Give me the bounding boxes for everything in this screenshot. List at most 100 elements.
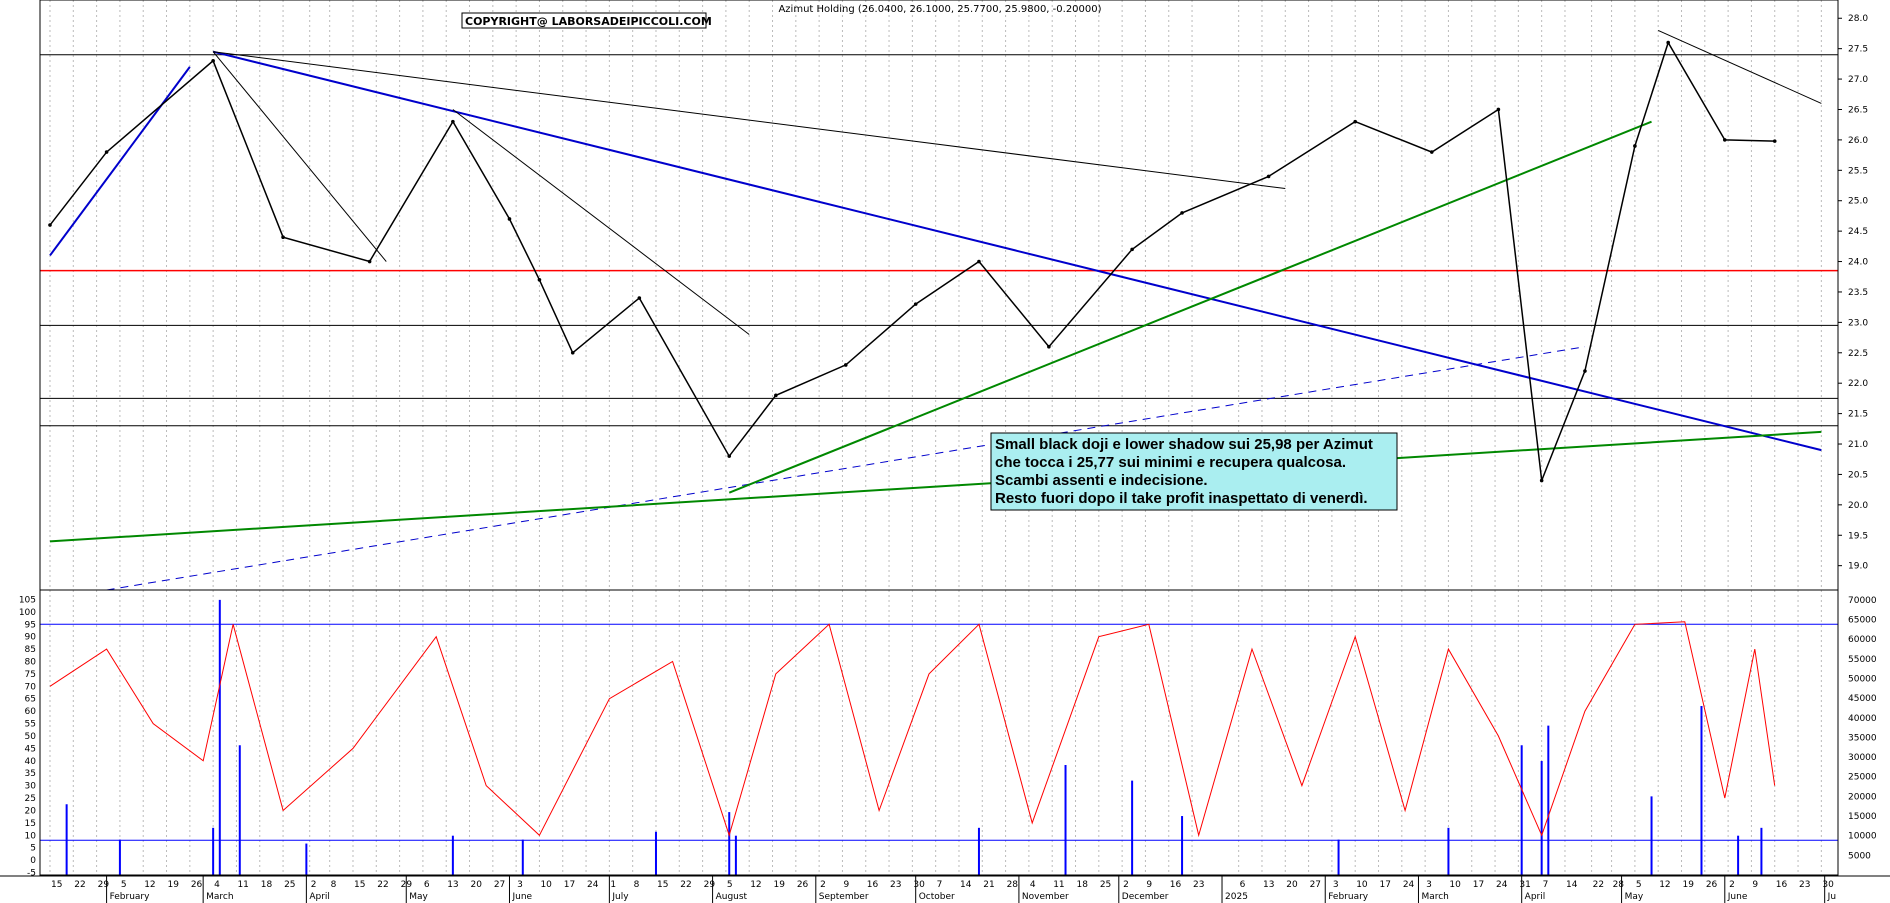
chart-title: Azimut Holding (26.0400, 26.1000, 25.770… <box>778 4 1101 15</box>
x-day-tick: 15 <box>354 880 365 890</box>
price-point <box>1353 119 1358 124</box>
plot-frame <box>39 0 1839 876</box>
price-point <box>727 454 732 458</box>
stoch-ytick-label: 25 <box>25 794 36 804</box>
x-day-tick: 23 <box>890 880 901 890</box>
stoch-ytick-label: 70 <box>25 682 37 692</box>
price-point <box>637 296 642 300</box>
price-ytick-label: 26.5 <box>1848 105 1868 115</box>
stoch-ytick-label: 100 <box>19 608 36 618</box>
x-day-tick: 2 <box>1729 880 1735 890</box>
price-point <box>977 259 981 264</box>
x-day-tick: 25 <box>284 880 295 890</box>
x-day-tick: 20 <box>471 880 483 890</box>
x-day-tick: 12 <box>1659 880 1670 890</box>
x-day-tick: 17 <box>1473 880 1484 890</box>
x-month-tick: November <box>1022 892 1069 902</box>
x-day-tick: 3 <box>1333 880 1339 890</box>
x-day-tick: 24 <box>587 880 599 890</box>
x-month-tick: March <box>206 892 233 902</box>
x-day-tick: 24 <box>1403 880 1415 890</box>
stoch-ytick-label: 5 <box>30 844 36 854</box>
x-day-tick: 12 <box>144 880 155 890</box>
stoch-ytick-label: 45 <box>25 744 36 754</box>
price-point <box>281 235 285 240</box>
trendline <box>106 346 1586 591</box>
volume-ytick-label: 35000 <box>1848 733 1877 743</box>
x-day-tick: 22 <box>1593 880 1604 890</box>
volume-ytick-label: 45000 <box>1848 694 1877 704</box>
x-day-tick: 7 <box>1543 880 1549 890</box>
x-day-tick: 28 <box>1613 880 1625 890</box>
x-day-tick: 16 <box>1170 880 1182 890</box>
trendline <box>1657 29 1822 104</box>
x-day-tick: 16 <box>867 880 879 890</box>
x-day-tick: 6 <box>424 880 430 890</box>
price-series <box>48 40 1777 483</box>
stoch-ytick-label: 80 <box>25 658 37 668</box>
price-ytick-label: 21.0 <box>1848 440 1868 450</box>
x-day-tick: 20 <box>1286 880 1298 890</box>
x-day-tick: 5 <box>121 880 127 890</box>
price-ytick-label: 27.0 <box>1848 75 1868 85</box>
price-ytick-label: 25.0 <box>1848 197 1868 207</box>
x-day-tick: 25 <box>1100 880 1111 890</box>
price-point <box>211 59 215 63</box>
trendline <box>452 109 750 335</box>
stoch-ytick-label: 55 <box>25 720 36 730</box>
x-day-tick: 19 <box>774 880 786 890</box>
x-day-tick: 24 <box>1496 880 1508 890</box>
x-month-tick: September <box>819 892 869 902</box>
x-day-tick: 9 <box>1146 880 1152 890</box>
annotation-line-2: che tocca i 25,77 sui minimi e recupera … <box>995 454 1346 471</box>
x-day-tick: 13 <box>1263 880 1274 890</box>
price-ytick-label: 24.0 <box>1848 258 1868 268</box>
trendlines <box>49 29 1822 591</box>
x-day-tick: 5 <box>1636 880 1642 890</box>
price-point <box>48 223 52 227</box>
x-day-tick: 3 <box>517 880 523 890</box>
x-day-tick: 22 <box>377 880 388 890</box>
price-point <box>1772 139 1777 143</box>
x-day-tick: 22 <box>74 880 85 890</box>
price-point <box>1496 107 1501 112</box>
x-day-tick: 8 <box>634 880 640 890</box>
x-day-tick: 26 <box>1706 880 1718 890</box>
x-day-tick: 12 <box>750 880 761 890</box>
x-day-tick: 29 <box>704 880 716 890</box>
price-ytick-label: 19.5 <box>1848 531 1868 541</box>
volume-ytick-label: 5000 <box>1848 851 1871 861</box>
x-month-tick: February <box>110 892 151 902</box>
x-day-tick: 22 <box>680 880 691 890</box>
stoch-ytick-label: 60 <box>25 707 37 717</box>
x-month-tick: June <box>511 892 532 902</box>
volume-ytick-label: 60000 <box>1848 635 1877 645</box>
x-day-tick: 17 <box>564 880 575 890</box>
x-day-tick: 11 <box>1053 880 1064 890</box>
x-day-tick: 27 <box>1310 880 1321 890</box>
x-day-tick: 15 <box>51 880 62 890</box>
x-day-tick: 13 <box>447 880 458 890</box>
price-point <box>1539 478 1544 483</box>
stochastic-series <box>40 621 1838 841</box>
x-day-tick: 15 <box>657 880 668 890</box>
trendline <box>49 430 1822 543</box>
x-day-tick: 26 <box>191 880 203 890</box>
volume-ytick-label: 20000 <box>1848 792 1877 802</box>
price-ytick-label: 20.5 <box>1848 470 1868 480</box>
price-ytick-label: 25.5 <box>1848 166 1868 176</box>
stoch-ytick-label: 15 <box>25 819 36 829</box>
price-point <box>507 217 512 221</box>
price-point <box>451 119 455 124</box>
x-day-tick: 10 <box>540 880 552 890</box>
price-line <box>49 40 1775 481</box>
x-day-tick: 3 <box>1426 880 1432 890</box>
x-day-tick: 21 <box>983 880 994 890</box>
x-day-tick: 26 <box>797 880 809 890</box>
x-month-tick: April <box>309 892 330 902</box>
x-day-tick: 16 <box>1776 880 1788 890</box>
x-month-tick: December <box>1122 892 1169 902</box>
price-point <box>1633 144 1637 148</box>
x-month-tick: 2025 <box>1225 892 1248 902</box>
